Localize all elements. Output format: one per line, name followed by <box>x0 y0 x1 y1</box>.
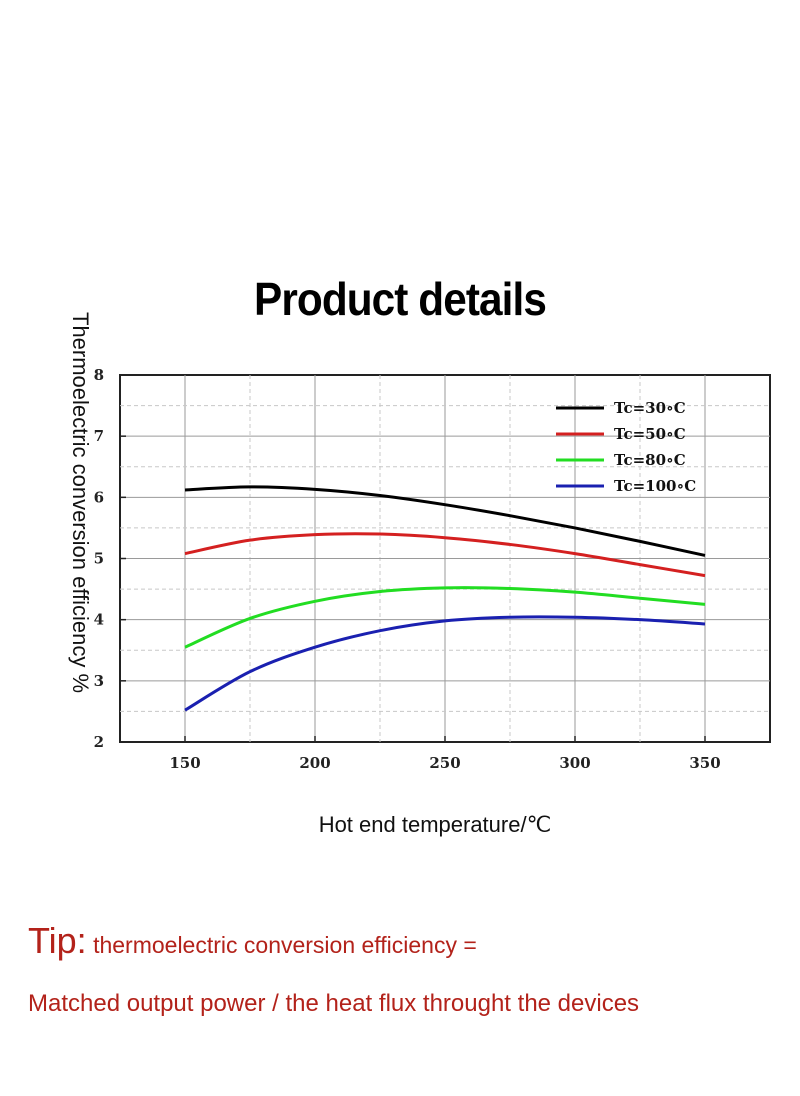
y-tick-label: 8 <box>94 366 104 384</box>
x-tick-label: 350 <box>689 754 720 772</box>
y-tick-label: 3 <box>94 672 104 690</box>
x-tick-label: 150 <box>169 754 200 772</box>
x-tick-label: 200 <box>299 754 330 772</box>
y-tick-label: 6 <box>94 488 104 506</box>
tip-line-1: Tip: thermoelectric conversion efficienc… <box>28 920 477 962</box>
series-line <box>184 615 706 712</box>
tip-text-1: thermoelectric conversion efficiency = <box>86 932 477 958</box>
series-line <box>184 485 706 557</box>
tip-prefix: Tip: <box>28 920 87 961</box>
series-line <box>184 532 706 578</box>
legend-label: Tc=50∘C <box>614 425 686 443</box>
y-tick-label: 5 <box>94 550 104 568</box>
x-tick-label: 300 <box>559 754 590 772</box>
axis-ticks: 150 200 250 300 350 2 3 4 5 6 7 8 <box>94 366 721 772</box>
tip-line-2: Matched output power / the heat flux thr… <box>28 990 640 1017</box>
y-tick-label: 4 <box>94 611 104 629</box>
legend-label: Tc=80∘C <box>614 451 686 469</box>
y-tick-label: 7 <box>94 427 104 445</box>
y-tick-label: 2 <box>94 733 104 751</box>
page-title: Product details <box>254 273 547 325</box>
x-axis-label: Hot end temperature/℃ <box>318 812 552 837</box>
x-tick-label: 250 <box>429 754 460 772</box>
legend-label: Tc=100∘C <box>614 477 696 495</box>
legend-label: Tc=30∘C <box>614 399 686 417</box>
series-layer <box>184 485 706 712</box>
y-axis-label: Thermoelectric conversion efficiency % <box>68 312 93 694</box>
series-line <box>184 586 706 649</box>
legend: Tc=30∘C Tc=50∘C Tc=80∘C Tc=100∘C <box>556 399 696 495</box>
